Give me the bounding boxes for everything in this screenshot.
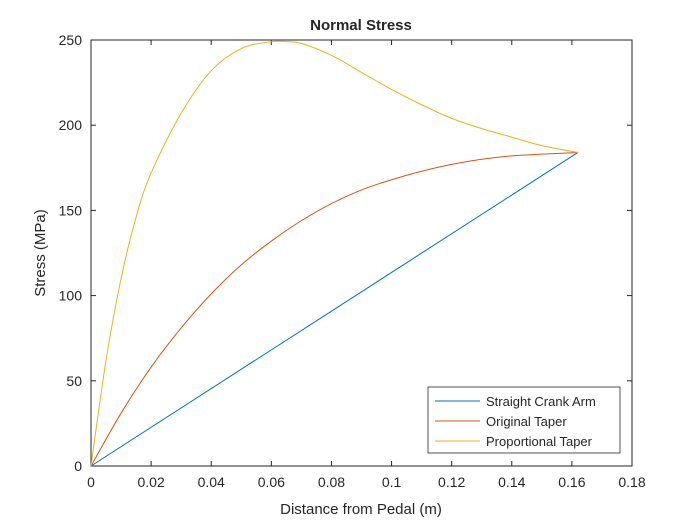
x-tick-label: 0.06 <box>258 474 285 490</box>
legend: Straight Crank Arm Original Taper Proporti… <box>427 386 621 454</box>
x-tick-label: 0.18 <box>618 474 645 490</box>
y-tick-label: 50 <box>66 373 82 389</box>
y-axis: 0 50 100 150 200 250 <box>59 32 632 474</box>
x-tick-label: 0.16 <box>558 474 585 490</box>
y-tick-label: 200 <box>59 117 83 133</box>
x-axis: 0 0.02 0.04 0.06 0.08 0.1 0.12 0.14 0.16 0.18 <box>87 40 646 490</box>
series-lines <box>90 40 579 467</box>
y-tick-label: 100 <box>59 288 83 304</box>
series-line-proportional-taper <box>90 40 578 467</box>
x-tick-label: 0.08 <box>318 474 345 490</box>
x-tick-label: 0 <box>87 474 95 490</box>
y-tick-label: 0 <box>74 458 82 474</box>
x-tick-label: 0.1 <box>382 474 402 490</box>
series-line-straight-crank-arm <box>90 152 579 467</box>
legend-box <box>427 386 621 454</box>
x-tick-label: 0.12 <box>438 474 465 490</box>
x-tick-label: 0.14 <box>498 474 525 490</box>
legend-label: Straight Crank Arm <box>486 394 596 409</box>
y-tick-label: 250 <box>59 32 83 48</box>
x-tick-label: 0.02 <box>137 474 164 490</box>
legend-label: Original Taper <box>486 414 567 429</box>
x-axis-label: Distance from Pedal (m) <box>280 501 442 518</box>
y-tick-label: 150 <box>59 202 83 218</box>
series-line-original-taper <box>90 151 578 467</box>
chart-title: Normal Stress <box>310 17 412 34</box>
x-tick-label: 0.04 <box>198 474 225 490</box>
legend-label: Proportional Taper <box>486 434 593 449</box>
y-axis-label: Stress (MPa) <box>32 209 49 297</box>
